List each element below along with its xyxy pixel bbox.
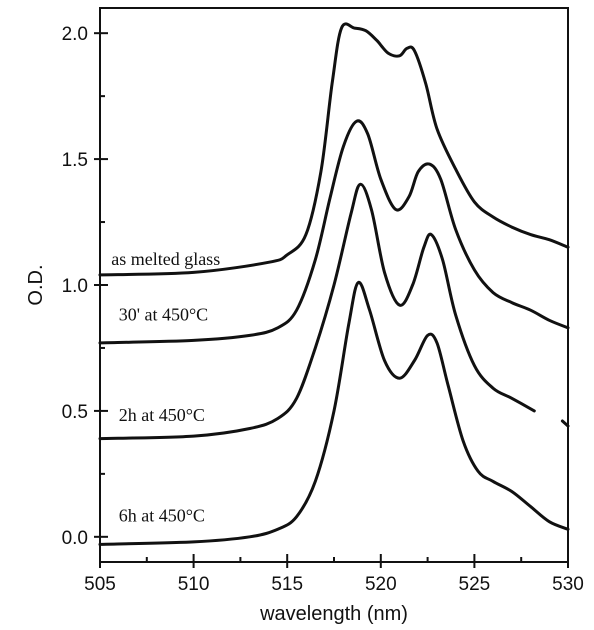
- series-labels-layer: as melted glass 30' at 450°C 2h at 450°C 6h…: [111, 249, 220, 526]
- series-label-3: 2h at 450°C: [119, 405, 205, 425]
- y-tick-label: 1.0: [62, 276, 88, 297]
- x-tick-label: 515: [271, 574, 303, 595]
- y-tick-label: 1.5: [62, 150, 88, 171]
- x-tick-label: 520: [365, 574, 397, 595]
- y-tick-label: 0.0: [62, 528, 88, 549]
- x-tick-label: 510: [178, 574, 210, 595]
- tick-labels-layer: 505 510 515 520 525 530 0.0 0.5 1.0 1.5 2.0: [62, 24, 584, 595]
- series-label-4: 6h at 450°C: [119, 506, 205, 526]
- series-line-1: [98, 22, 570, 277]
- series-line-2: [98, 119, 570, 345]
- series-line-4: [98, 280, 570, 546]
- curves-layer: [98, 22, 570, 546]
- series-label-2: 30' at 450°C: [119, 304, 208, 324]
- series-label-1: as melted glass: [111, 249, 220, 269]
- x-tick-label: 525: [459, 574, 491, 595]
- y-tick-label: 2.0: [62, 24, 88, 45]
- x-tick-label: 530: [552, 574, 584, 595]
- x-tick-label: 505: [84, 574, 116, 595]
- plot-frame: [99, 7, 569, 563]
- y-tick-label: 0.5: [62, 402, 88, 423]
- x-axis-title: wavelength (nm): [259, 603, 408, 625]
- y-axis-title: O.D.: [25, 264, 47, 305]
- series-line-3: [98, 182, 536, 441]
